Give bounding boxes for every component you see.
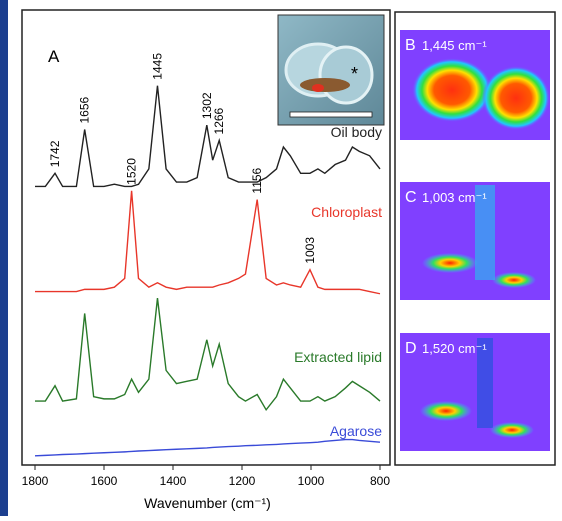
x-tick-label: 1600 bbox=[91, 474, 118, 488]
frame-edge bbox=[0, 0, 8, 516]
inset-image: * bbox=[278, 15, 384, 125]
panel-wavenumber: 1,520 cm⁻¹ bbox=[422, 341, 487, 356]
x-tick-label: 800 bbox=[370, 474, 390, 488]
x-tick-label: 1200 bbox=[229, 474, 256, 488]
spectrum-line bbox=[35, 440, 380, 456]
peak-label: 1445 bbox=[150, 53, 164, 80]
panel-letter: D bbox=[405, 340, 417, 357]
panel-wavenumber: 1,445 cm⁻¹ bbox=[422, 38, 487, 53]
series-label: Chloroplast bbox=[311, 204, 382, 220]
inset-marker: * bbox=[351, 64, 358, 84]
figure: A * 1800 1600 1400 1200 1000 800 Wavenumber (c… bbox=[0, 0, 562, 516]
panel-wavenumber: 1,003 cm⁻¹ bbox=[422, 190, 487, 205]
x-axis-label: Wavenumber (cm⁻¹) bbox=[144, 495, 271, 511]
peak-label: 1266 bbox=[212, 107, 226, 134]
panel-letter: C bbox=[405, 189, 417, 206]
series-label: Agarose bbox=[330, 423, 382, 439]
panel-letter: B bbox=[405, 37, 416, 54]
peak-label: 1003 bbox=[303, 237, 317, 264]
x-tick-label: 1400 bbox=[160, 474, 187, 488]
peak-label: 1742 bbox=[48, 140, 62, 167]
peak-label: 1656 bbox=[78, 96, 92, 123]
x-tick-label: 1000 bbox=[298, 474, 325, 488]
series-label: Extracted lipid bbox=[294, 349, 382, 365]
x-tick-label: 1800 bbox=[22, 474, 49, 488]
peak-label: 1156 bbox=[250, 167, 264, 193]
series-label: Oil body bbox=[331, 124, 382, 140]
peak-label: 1520 bbox=[125, 158, 139, 185]
panel-label: A bbox=[48, 47, 60, 66]
